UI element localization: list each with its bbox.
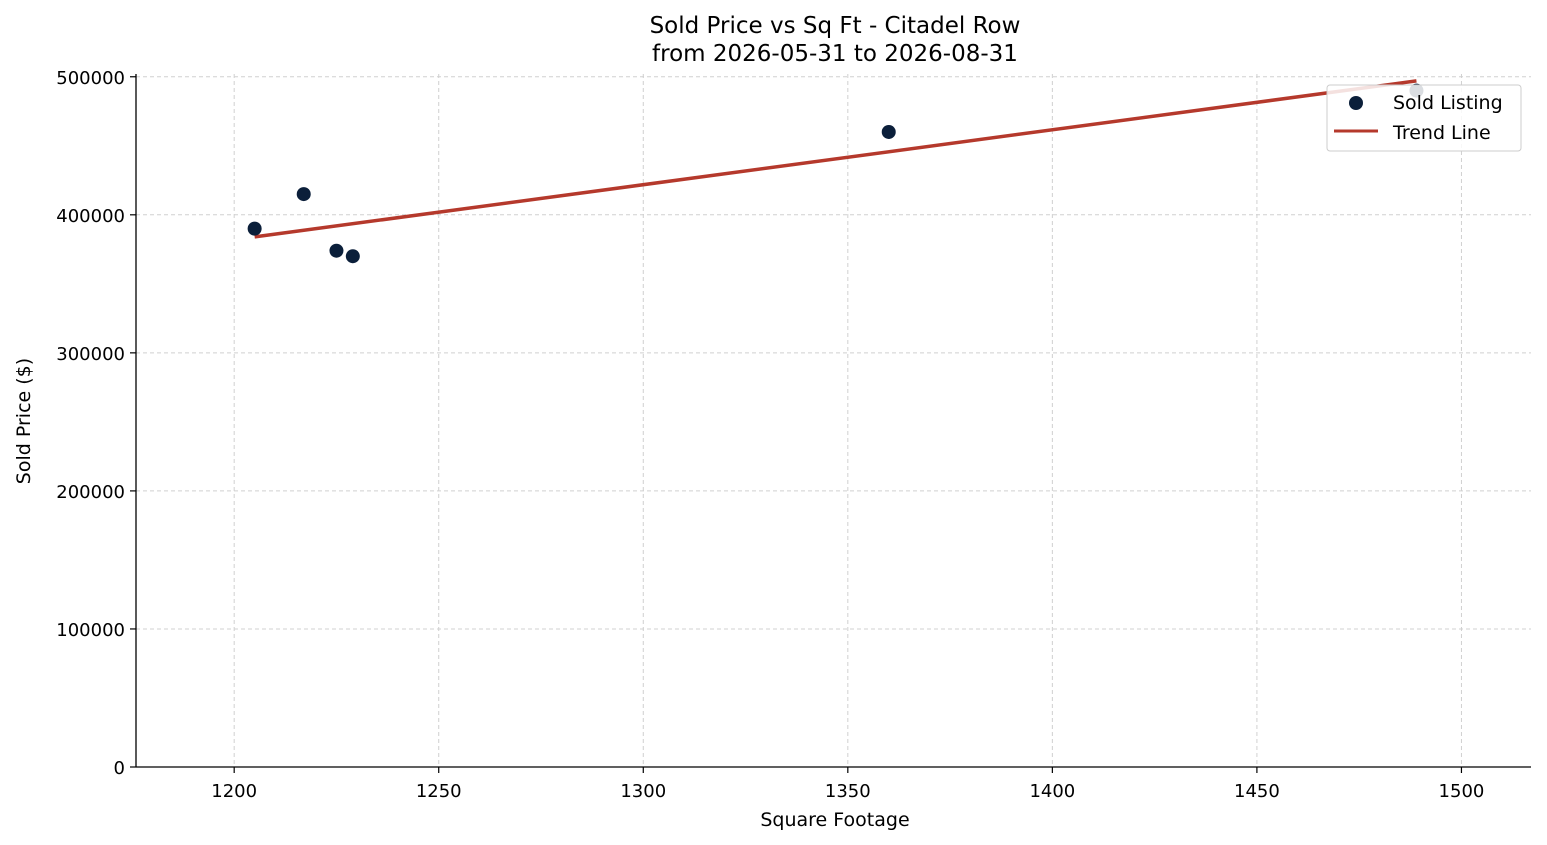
y-tick-label: 500000	[56, 68, 125, 89]
y-tick-label: 400000	[56, 206, 125, 227]
scatter-point	[296, 187, 311, 202]
y-tick-label: 100000	[56, 620, 125, 641]
legend-marker-sold-listing	[1349, 96, 1363, 110]
legend-label-trend-line: Trend Line	[1392, 122, 1491, 144]
y-tick-label: 300000	[56, 344, 125, 365]
y-axis-ticks: 0 100000 200000 300000 400000 500000	[56, 68, 136, 779]
grid-lines	[136, 74, 1531, 767]
x-axis-label: Square Footage	[760, 809, 909, 831]
x-axis-ticks: 1200 1250 1300 1350 1400 1450 1500	[211, 767, 1484, 802]
scatter-point	[881, 124, 896, 139]
legend-box	[1326, 84, 1522, 152]
x-tick-label: 1350	[825, 781, 871, 802]
y-axis-label: Sold Price ($)	[13, 358, 35, 484]
trend-line	[254, 79, 1417, 239]
y-tick-label: 0	[114, 758, 125, 779]
y-tick-label: 200000	[56, 482, 125, 503]
trend-line-series	[254, 79, 1417, 239]
scatter-point	[345, 249, 360, 264]
x-tick-label: 1200	[211, 781, 257, 802]
x-tick-label: 1400	[1029, 781, 1075, 802]
x-tick-label: 1500	[1439, 781, 1485, 802]
chart-title: Sold Price vs Sq Ft - Citadel Row	[650, 13, 1021, 39]
scatter-point	[329, 243, 344, 258]
x-tick-label: 1450	[1234, 781, 1280, 802]
chart-subtitle: from 2026-05-31 to 2026-08-31	[652, 41, 1018, 67]
x-tick-label: 1300	[620, 781, 666, 802]
legend: Sold Listing Trend Line	[1326, 84, 1522, 152]
scatter-points-series	[247, 83, 1424, 264]
legend-label-sold-listing: Sold Listing	[1393, 92, 1503, 114]
x-tick-label: 1250	[416, 781, 462, 802]
scatter-point	[247, 221, 262, 236]
